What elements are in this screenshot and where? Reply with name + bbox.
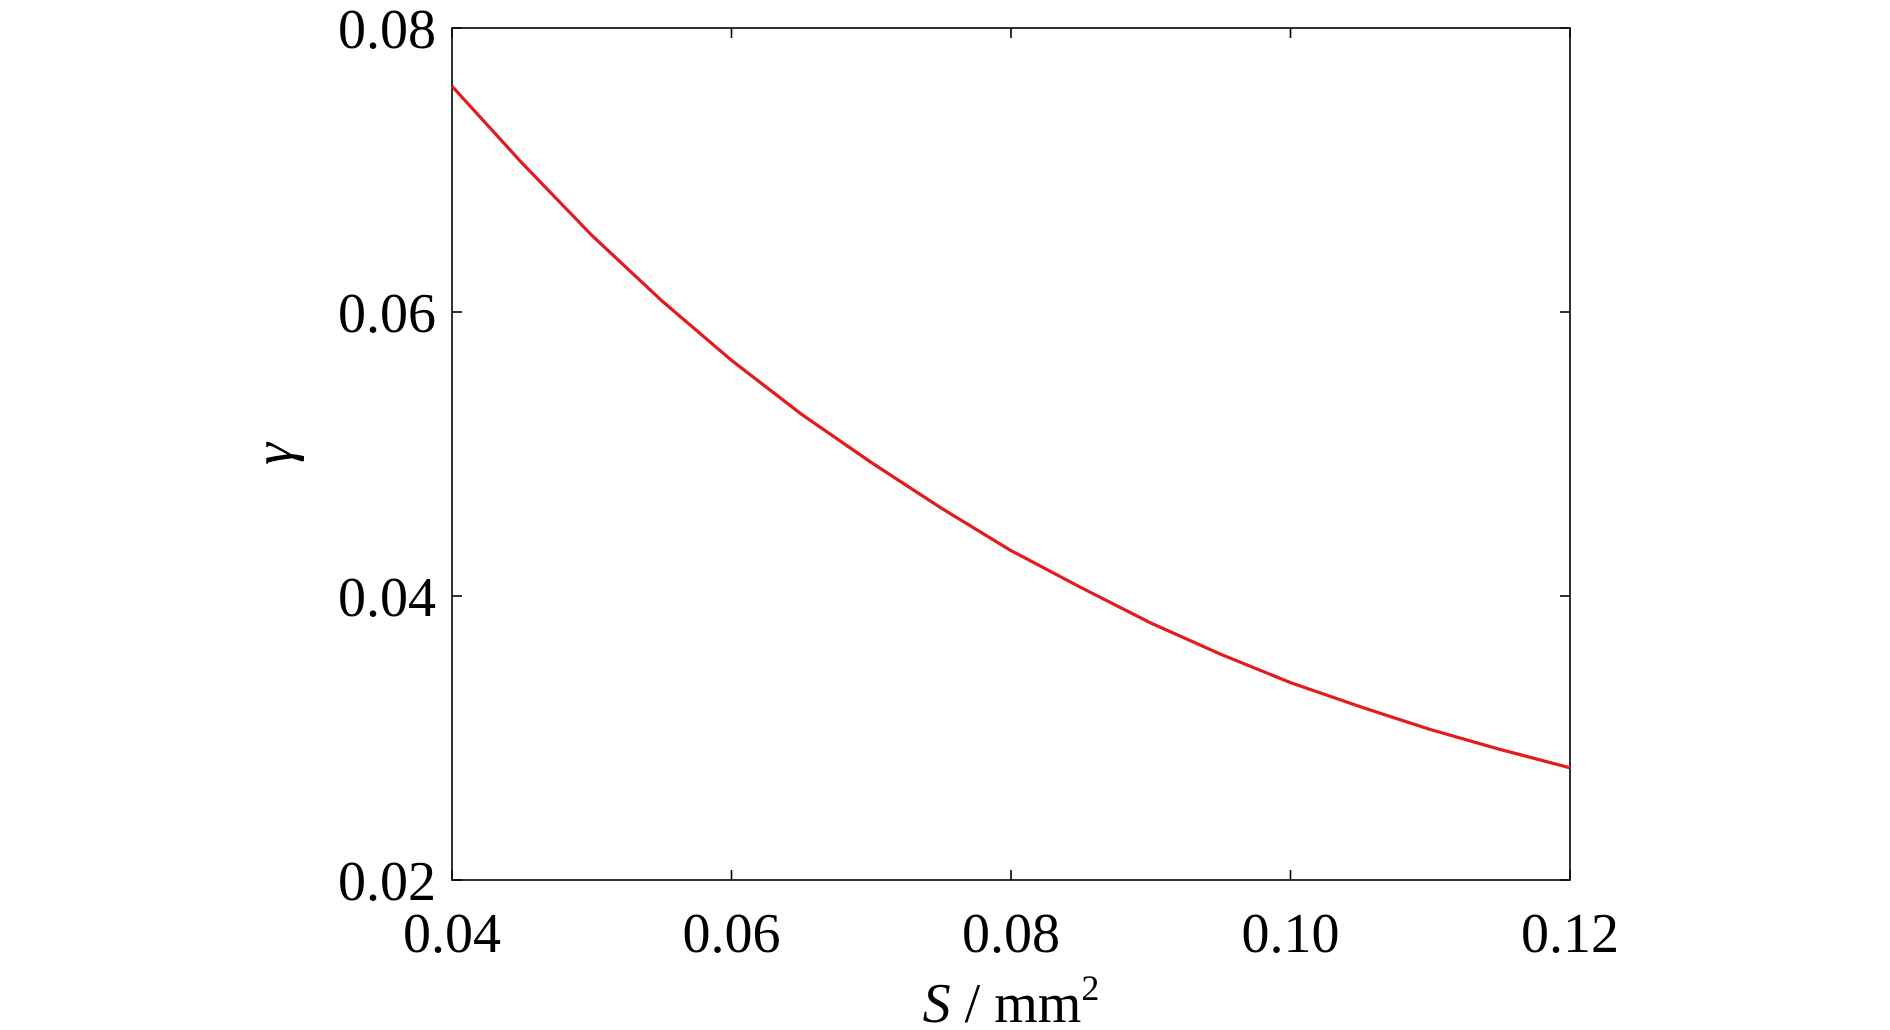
x-tick-label: 0.12 xyxy=(1521,903,1619,965)
y-tick-label: 0.02 xyxy=(338,851,436,913)
x-axis-label-exponent: 2 xyxy=(1081,968,1099,1008)
y-tick-label: 0.06 xyxy=(338,283,436,345)
x-axis-label-separator: / xyxy=(951,973,995,1030)
y-axis-label: γ xyxy=(243,441,305,465)
x-tick-label: 0.08 xyxy=(962,903,1060,965)
y-tick-label: 0.04 xyxy=(338,567,436,629)
plot-area-frame xyxy=(451,27,1571,881)
x-axis-label-unit: mm xyxy=(994,973,1081,1030)
x-tick-label: 0.06 xyxy=(683,903,781,965)
series-line xyxy=(450,85,1571,770)
x-tick-label: 0.10 xyxy=(1242,903,1340,965)
series-layer xyxy=(450,85,1571,770)
axis-tick-labels: 0.04 0.06 0.08 0.10 0.120.020.040.060.08 xyxy=(338,0,1619,965)
x-tick-label: 0.04 xyxy=(403,903,501,965)
x-axis-label: S / mm2 xyxy=(923,968,1100,1030)
x-axis-label-symbol: S xyxy=(923,973,951,1030)
axis-ticks xyxy=(451,27,1571,881)
y-tick-label: 0.08 xyxy=(338,0,436,61)
